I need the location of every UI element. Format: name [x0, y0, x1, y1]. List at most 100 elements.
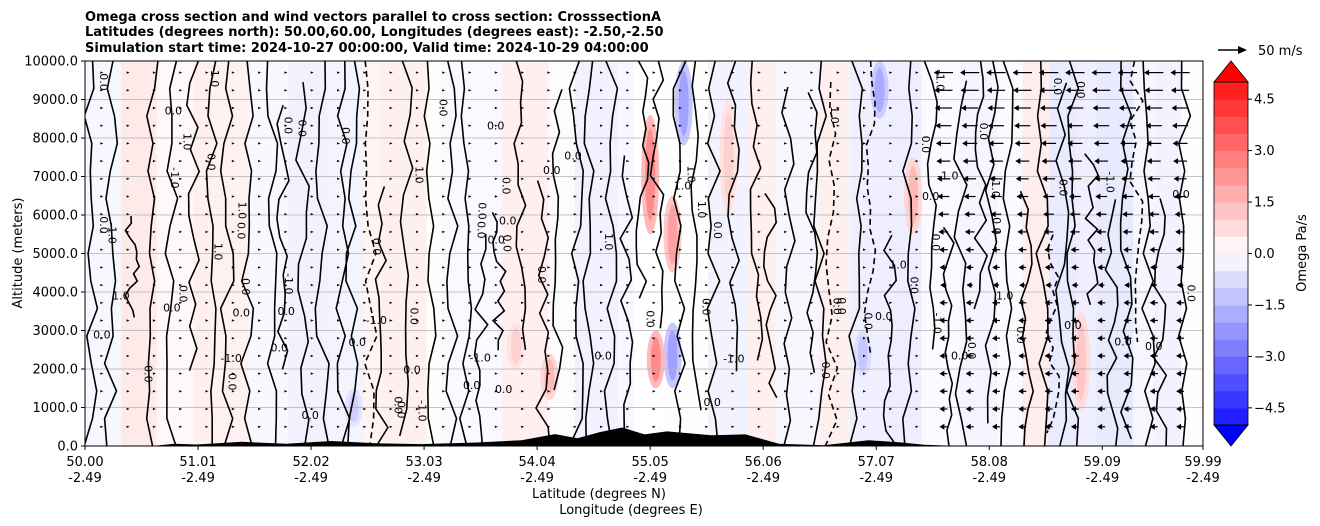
wind-vector	[678, 195, 682, 198]
wind-vector	[389, 159, 393, 163]
contour-label: 0.0	[163, 301, 181, 314]
x-tick-label-lat: 58.08	[971, 455, 1008, 470]
wind-vector	[363, 337, 367, 340]
wind-vector	[626, 354, 630, 358]
wind-vector	[626, 177, 630, 180]
wind-vector	[258, 71, 262, 74]
wind-vector	[757, 89, 761, 92]
wind-vector	[757, 301, 761, 305]
wind-vector	[100, 248, 104, 251]
wind-vector	[337, 177, 340, 180]
wind-vector	[573, 142, 577, 145]
wind-vector	[310, 301, 314, 305]
contour-line	[1152, 198, 1168, 446]
contour-label: 0.0	[93, 329, 111, 342]
colorbar-level	[1214, 270, 1248, 289]
wind-vector-head	[1014, 122, 1020, 129]
wind-vector-head	[1014, 140, 1020, 147]
wind-vector	[310, 142, 314, 145]
wind-vector	[600, 213, 603, 216]
wind-vector-head	[989, 158, 994, 165]
wind-vector	[731, 319, 735, 322]
wind-vector	[652, 319, 656, 322]
contour-label: -1.0	[415, 400, 428, 421]
wind-vector-head	[1018, 423, 1024, 430]
wind-vector	[705, 195, 709, 198]
wind-vector	[231, 177, 235, 180]
contour-label: 0.0	[271, 342, 289, 355]
wind-vector	[810, 301, 814, 305]
wind-vector	[389, 142, 393, 145]
wind-vector-head	[992, 352, 997, 359]
wind-vector	[310, 230, 314, 234]
wind-vector-head	[965, 370, 971, 377]
wind-vector	[415, 425, 419, 429]
wind-vector	[547, 248, 551, 251]
wind-vector	[810, 106, 814, 110]
y-tick-label: 8000.0	[33, 132, 79, 147]
wind-vector	[337, 124, 340, 127]
wind-vector	[258, 319, 262, 322]
wind-vector-head	[1095, 193, 1101, 200]
wind-vector	[179, 266, 183, 269]
contour-line	[85, 61, 99, 446]
wind-vector-head	[1018, 352, 1024, 359]
wind-vector	[284, 337, 288, 340]
wind-vector	[600, 301, 603, 305]
wind-vector-head	[1097, 352, 1103, 359]
wind-vector	[126, 425, 130, 429]
colorbar-label: Omega Pa/s	[1295, 214, 1310, 292]
wind-vector	[652, 124, 656, 127]
wind-vector	[389, 390, 393, 393]
wind-vector	[757, 337, 761, 340]
wind-vector-head	[992, 264, 998, 271]
wind-vector	[231, 319, 235, 322]
wind-vector	[810, 337, 814, 340]
wind-vector	[600, 283, 603, 287]
wind-vector	[494, 283, 498, 287]
wind-vector	[284, 301, 288, 305]
contour-label: 1.0	[602, 233, 615, 251]
x-axis-label-longitude: Longitude (degrees E)	[559, 503, 703, 518]
contour-label: 0.0	[835, 297, 848, 315]
wind-vector	[547, 337, 551, 340]
wind-vector	[152, 213, 156, 216]
y-tick-label: 10000.0	[24, 55, 78, 70]
wind-vector	[652, 142, 656, 145]
wind-vector	[284, 266, 288, 269]
wind-vector	[468, 195, 472, 198]
contour-label: 0.0	[234, 222, 247, 240]
wind-vector-head	[1170, 69, 1176, 76]
wind-vector	[573, 390, 577, 393]
wind-vector	[678, 124, 682, 127]
wind-vector	[889, 230, 893, 234]
wind-vector	[205, 266, 209, 269]
wind-vector	[284, 89, 288, 92]
wind-vector-head	[1174, 193, 1180, 200]
wind-vector-head	[1172, 122, 1177, 129]
wind-vector	[284, 213, 288, 216]
wind-vector	[310, 248, 314, 251]
wind-vector	[284, 159, 288, 163]
omega-anomaly-core	[1076, 322, 1086, 400]
wind-vector	[678, 354, 682, 358]
x-tick-label-lon: -2.49	[294, 471, 328, 486]
wind-vector	[442, 283, 446, 287]
wind-vector	[652, 354, 656, 358]
wind-vector	[310, 177, 314, 180]
wind-vector	[389, 71, 393, 74]
wind-vector-head	[1122, 211, 1128, 218]
wind-vector	[547, 124, 551, 127]
wind-vector-head	[992, 406, 997, 412]
colorbar-level	[1214, 356, 1248, 375]
wind-vector	[626, 89, 630, 92]
wind-vector	[600, 407, 603, 411]
contour-label: 0.0	[875, 310, 893, 323]
wind-vector-head	[1170, 87, 1176, 94]
contour-label: 0.0	[922, 190, 940, 203]
wind-vector-head	[960, 69, 965, 76]
wind-vector	[573, 372, 577, 375]
x-tick-label-lon: -2.49	[1085, 471, 1119, 486]
wind-vector-head	[939, 406, 945, 412]
x-tick-label-lat: 50.00	[66, 455, 103, 470]
